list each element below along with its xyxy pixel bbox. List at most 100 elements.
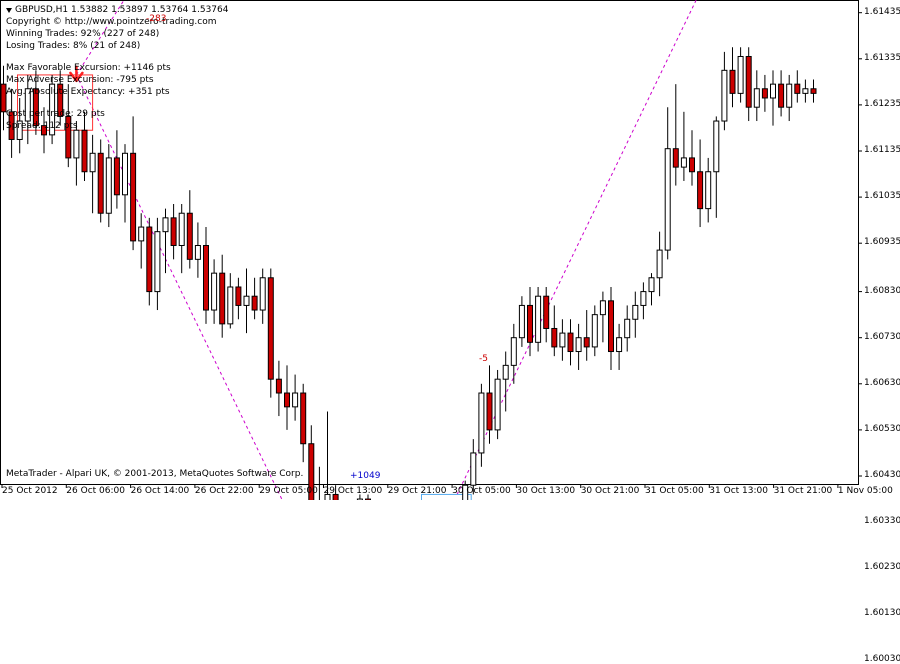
candle[interactable] — [705, 157, 712, 223]
candle[interactable] — [745, 47, 752, 122]
candle[interactable] — [721, 51, 728, 131]
candle[interactable] — [162, 208, 169, 274]
candle[interactable] — [89, 134, 96, 214]
symbol-header[interactable]: GBPUSD,H1 1.53882 1.53897 1.53764 1.5376… — [6, 4, 228, 16]
platform-copyright: MetaTrader - Alpari UK, © 2001-2013, Met… — [6, 469, 304, 479]
candle-body-bear — [300, 392, 307, 445]
candle[interactable] — [186, 190, 193, 269]
x-tick-label: 1 Nov 05:00 — [837, 486, 893, 496]
candle[interactable] — [591, 305, 598, 357]
candle[interactable] — [518, 296, 525, 347]
candle[interactable] — [211, 259, 218, 324]
candle[interactable] — [219, 254, 226, 338]
candle-body-bear — [57, 83, 64, 117]
candle[interactable] — [462, 480, 469, 500]
candle[interactable] — [624, 305, 631, 352]
candle[interactable] — [227, 273, 234, 329]
candle[interactable] — [275, 360, 282, 417]
candle[interactable] — [810, 79, 817, 103]
candle[interactable] — [478, 383, 485, 467]
candle[interactable] — [0, 65, 7, 131]
candle[interactable] — [308, 425, 315, 500]
candle[interactable] — [105, 144, 112, 228]
candle[interactable] — [41, 107, 47, 154]
candle[interactable] — [648, 273, 655, 306]
candle[interactable] — [292, 374, 299, 421]
candle[interactable] — [567, 319, 574, 366]
candle[interactable] — [203, 227, 209, 324]
candle[interactable] — [243, 268, 250, 334]
candle[interactable] — [770, 70, 776, 126]
candles[interactable] — [0, 47, 817, 500]
candle[interactable] — [113, 130, 120, 209]
candle[interactable] — [559, 319, 566, 361]
candle[interactable] — [502, 351, 509, 412]
candle[interactable] — [470, 439, 477, 495]
candle[interactable] — [154, 217, 161, 311]
candle-body-bear — [689, 157, 695, 173]
candle[interactable] — [324, 411, 331, 500]
candle[interactable] — [713, 116, 720, 218]
candle[interactable] — [543, 286, 550, 343]
candle[interactable] — [486, 365, 493, 444]
candle[interactable] — [8, 88, 15, 158]
candle[interactable] — [672, 84, 679, 186]
candle[interactable] — [130, 116, 137, 251]
candle[interactable] — [729, 47, 736, 108]
candle[interactable] — [300, 383, 307, 463]
candle[interactable] — [551, 305, 558, 357]
candle[interactable] — [527, 286, 533, 357]
candle[interactable] — [689, 130, 695, 186]
candle-body-bull — [478, 392, 485, 454]
candle-body-bear — [729, 69, 736, 94]
candle[interactable] — [57, 70, 64, 126]
candle-body-bear — [794, 83, 801, 94]
candle[interactable] — [97, 139, 104, 223]
candle[interactable] — [697, 139, 704, 228]
candle[interactable] — [494, 369, 501, 440]
price-chart[interactable] — [0, 0, 900, 500]
candle[interactable] — [146, 217, 153, 306]
candle[interactable] — [73, 121, 80, 186]
candle[interactable] — [656, 231, 663, 297]
candle[interactable] — [616, 323, 623, 370]
candle[interactable] — [251, 277, 258, 320]
candle[interactable] — [267, 268, 274, 398]
candle[interactable] — [632, 291, 639, 338]
candle[interactable] — [680, 111, 687, 181]
candle[interactable] — [16, 97, 23, 154]
candle[interactable] — [24, 74, 31, 145]
candle[interactable] — [737, 47, 744, 103]
candle[interactable] — [753, 70, 760, 122]
candle[interactable] — [170, 204, 177, 260]
triangle-down-icon[interactable] — [6, 7, 12, 13]
candle[interactable] — [575, 323, 582, 370]
candle[interactable] — [284, 365, 290, 430]
candle[interactable] — [332, 485, 339, 500]
candle[interactable] — [235, 277, 242, 320]
candle[interactable] — [178, 204, 185, 274]
candle[interactable] — [608, 286, 614, 370]
candle[interactable] — [794, 70, 801, 103]
candle[interactable] — [510, 323, 517, 384]
candle[interactable] — [32, 70, 39, 135]
candle[interactable] — [786, 74, 793, 122]
candle[interactable] — [599, 291, 606, 343]
candle-body-bull — [591, 314, 598, 348]
candle[interactable] — [640, 282, 647, 320]
candle[interactable] — [317, 466, 322, 500]
candle[interactable] — [49, 74, 56, 145]
candle[interactable] — [259, 268, 266, 324]
candle[interactable] — [802, 79, 809, 103]
candle[interactable] — [194, 222, 201, 278]
candle[interactable] — [65, 84, 72, 168]
candle[interactable] — [535, 286, 542, 352]
candle[interactable] — [664, 107, 671, 260]
candle[interactable] — [138, 213, 145, 269]
candle[interactable] — [778, 70, 785, 117]
candle[interactable] — [583, 310, 590, 361]
candle[interactable] — [761, 74, 768, 112]
candle-body-bull — [510, 337, 517, 366]
candle[interactable] — [81, 111, 88, 181]
candle[interactable] — [122, 144, 128, 223]
